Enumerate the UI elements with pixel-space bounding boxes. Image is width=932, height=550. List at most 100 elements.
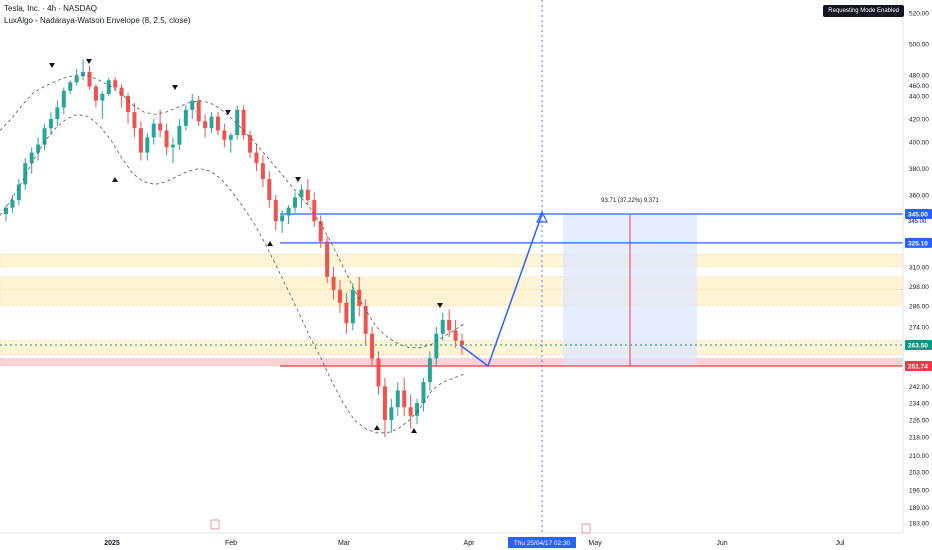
price-tick: 500.00 xyxy=(909,42,929,49)
crosshair-time-badge xyxy=(508,537,576,548)
price-extra-label: 345.00 xyxy=(908,219,927,225)
earnings-marker-icon xyxy=(210,519,220,530)
price-tick: 196.00 xyxy=(909,487,929,494)
price-tick: 242.00 xyxy=(909,384,929,391)
price-tick: 520.00 xyxy=(909,11,929,18)
earnings-marker-icon xyxy=(581,523,591,534)
price-tick: 189.00 xyxy=(909,505,929,512)
zone-0 xyxy=(0,253,904,268)
candle-body xyxy=(36,144,41,153)
time-tick: Apr xyxy=(464,540,476,547)
price-badge xyxy=(905,237,932,248)
candle-body xyxy=(190,100,195,110)
price-badge xyxy=(905,209,932,219)
candle-body xyxy=(4,207,8,214)
candle-body xyxy=(209,116,214,129)
envelope-lower xyxy=(0,113,466,434)
candle-body xyxy=(408,407,413,416)
projection-arrowhead xyxy=(536,210,548,223)
swing-low-marker xyxy=(267,241,273,246)
candle-body xyxy=(183,109,188,126)
zone-3 xyxy=(0,340,904,356)
candle-body xyxy=(93,86,98,101)
candle-body xyxy=(132,112,137,129)
candle-body xyxy=(241,109,246,136)
price-tick: 420.00 xyxy=(909,117,929,124)
candle-body xyxy=(260,163,265,180)
price-tick: 274.00 xyxy=(909,324,929,331)
candle-body xyxy=(286,207,291,216)
candle-body xyxy=(248,135,253,153)
candle-body xyxy=(16,184,21,201)
candle-body xyxy=(293,197,298,208)
zone-4 xyxy=(0,358,904,367)
candle-body xyxy=(158,123,163,131)
measure-label: 93.71 (37.22%) 9,371 xyxy=(601,198,659,204)
price-tick: 460.00 xyxy=(909,83,929,90)
candle-body xyxy=(389,407,394,420)
candle-body xyxy=(100,93,105,101)
price-tick: 226.00 xyxy=(909,418,929,425)
candle-body xyxy=(138,128,143,153)
candle-body xyxy=(460,340,464,345)
price-badge-label: 345.00 xyxy=(908,212,928,219)
candle-body xyxy=(299,189,304,198)
price-tick: 480.00 xyxy=(909,73,929,80)
candle-body xyxy=(170,144,175,148)
requesting-mode-badge: Requesting Mode Enabled xyxy=(823,5,904,17)
price-badge-label: 325.10 xyxy=(908,240,928,247)
candle-body xyxy=(48,119,53,129)
price-tick: 203.00 xyxy=(909,470,929,477)
candle-body xyxy=(370,333,375,359)
price-badge xyxy=(905,361,932,371)
candle-body xyxy=(415,403,420,416)
price-tick: 210.00 xyxy=(909,453,929,460)
candle-body xyxy=(325,241,330,277)
price-axis xyxy=(903,0,932,550)
time-tick: May xyxy=(588,540,602,547)
candle-body xyxy=(215,116,220,131)
candle-body xyxy=(177,125,182,145)
zone-2 xyxy=(0,289,904,307)
candle-body xyxy=(126,96,131,113)
candle-body xyxy=(434,333,439,359)
price-tick: 440.00 xyxy=(909,94,929,101)
candle-body xyxy=(344,302,349,324)
candle-body xyxy=(402,390,407,408)
candle-body xyxy=(280,215,285,222)
swing-low-marker xyxy=(112,177,118,182)
candle-body xyxy=(106,80,111,94)
swing-high-marker xyxy=(86,59,92,64)
price-badge-label: 263.50 xyxy=(908,343,928,350)
candle-body xyxy=(318,221,323,242)
chart-title: Tesla, Inc. · 4h · NASDAQ xyxy=(4,4,97,13)
time-tick: Mar xyxy=(338,540,351,547)
candle-body xyxy=(440,319,445,334)
candle-body xyxy=(305,189,310,201)
candle-body xyxy=(42,128,47,145)
candle-body xyxy=(395,390,400,408)
candle-body xyxy=(164,130,169,148)
candle-body xyxy=(273,200,278,222)
candle-body xyxy=(81,71,86,77)
candle-body xyxy=(337,289,342,303)
price-tick: 400.00 xyxy=(909,140,929,147)
candle-body xyxy=(55,107,60,119)
candle-body xyxy=(145,137,150,153)
time-tick: Feb xyxy=(225,540,237,547)
swing-high-marker xyxy=(225,110,231,115)
indicator-label[interactable]: LuxAlgo - Nadaraya-Watson Envelope (8, 2… xyxy=(4,16,191,25)
price-tick: 218.00 xyxy=(909,435,929,442)
projection-path xyxy=(459,213,543,368)
candle-body xyxy=(61,90,66,108)
candle-body xyxy=(427,358,432,383)
swing-high-marker xyxy=(437,303,443,308)
price-tick: 234.00 xyxy=(909,401,929,408)
envelope-upper xyxy=(0,74,466,349)
swing-low-marker xyxy=(374,425,380,430)
candle-body xyxy=(453,330,458,341)
swing-high-marker xyxy=(295,177,301,182)
time-tick: Jun xyxy=(716,540,727,547)
candle-body xyxy=(23,163,28,185)
